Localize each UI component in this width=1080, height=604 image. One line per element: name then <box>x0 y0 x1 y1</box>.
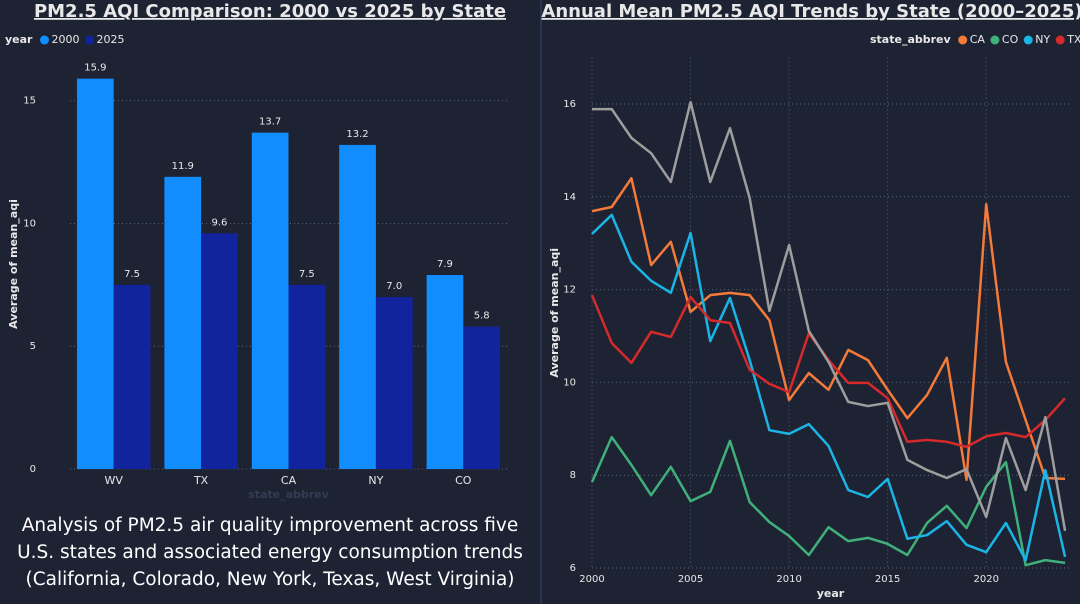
value-label: 7.0 <box>386 281 402 292</box>
legend-marker <box>1055 35 1065 45</box>
y-tick-label: 10 <box>563 377 576 388</box>
x-axis-label: year <box>817 587 845 600</box>
series-line <box>591 213 1067 562</box>
y-axis-label: Average of mean_aqi <box>548 248 561 378</box>
y-tick-label: 14 <box>563 192 576 203</box>
legend-label: NY <box>1035 33 1050 46</box>
value-label: 9.6 <box>212 217 228 228</box>
bar <box>251 132 289 469</box>
legend-label: 2000 <box>51 33 79 46</box>
legend-label: 2025 <box>96 33 124 46</box>
value-label: 7.9 <box>437 259 453 270</box>
chart-title: Annual Mean PM2.5 AQI Trends by State (2… <box>541 1 1080 22</box>
legend-label: TX <box>1066 33 1080 46</box>
legend-marker <box>990 35 1000 45</box>
legend-marker <box>1023 35 1033 45</box>
x-tick-label: WV <box>104 474 123 487</box>
legend-title: state_abbrev <box>870 33 952 46</box>
series-line <box>591 176 1066 482</box>
x-tick-label: NY <box>368 474 383 487</box>
legend-marker <box>84 35 94 45</box>
value-label: 7.5 <box>299 269 315 280</box>
y-tick-label: 12 <box>563 285 576 296</box>
legend-label: CO <box>1002 33 1019 46</box>
caption: Analysis of PM2.5 air quality improvemen… <box>17 515 523 590</box>
value-label: 7.5 <box>124 269 140 280</box>
bar <box>201 233 238 469</box>
x-tick-label: CA <box>281 474 297 487</box>
x-tick-label: 2010 <box>776 574 801 585</box>
x-tick-label: 2005 <box>678 574 703 585</box>
y-tick-label: 15 <box>23 96 36 107</box>
y-axis-label: Average of mean_aqi <box>7 199 20 329</box>
y-tick-label: 16 <box>563 99 576 110</box>
bar <box>426 275 464 469</box>
x-tick-label: CO <box>455 474 472 487</box>
y-tick-label: 10 <box>23 218 36 229</box>
value-label: 5.8 <box>474 311 490 322</box>
x-tick-label: 2000 <box>579 574 604 585</box>
x-axis-label: state_abbrev <box>248 488 330 501</box>
bar <box>113 284 151 469</box>
value-label: 15.9 <box>84 63 106 74</box>
y-tick-label: 5 <box>30 341 36 352</box>
x-tick-label: TX <box>193 474 209 487</box>
bar <box>288 284 326 469</box>
x-tick-label: 2020 <box>973 574 998 585</box>
legend-title: year <box>5 33 33 46</box>
series-line <box>592 100 1067 532</box>
bar <box>463 326 501 469</box>
legend-label: CA <box>970 33 986 46</box>
bar <box>76 78 114 469</box>
y-tick-label: 0 <box>30 464 36 475</box>
x-tick-label: 2015 <box>875 574 900 585</box>
legend-marker <box>958 35 968 45</box>
y-tick-label: 6 <box>570 563 576 574</box>
value-label: 13.2 <box>346 129 368 140</box>
legend-marker <box>39 35 49 45</box>
value-label: 13.7 <box>259 117 281 128</box>
y-tick-label: 8 <box>570 470 576 481</box>
chart-title: PM2.5 AQI Comparison: 2000 vs 2025 by St… <box>34 1 506 22</box>
bar <box>339 144 376 469</box>
series-line <box>590 435 1066 567</box>
bar <box>375 297 413 469</box>
bar <box>164 176 202 470</box>
value-label: 11.9 <box>172 161 194 172</box>
